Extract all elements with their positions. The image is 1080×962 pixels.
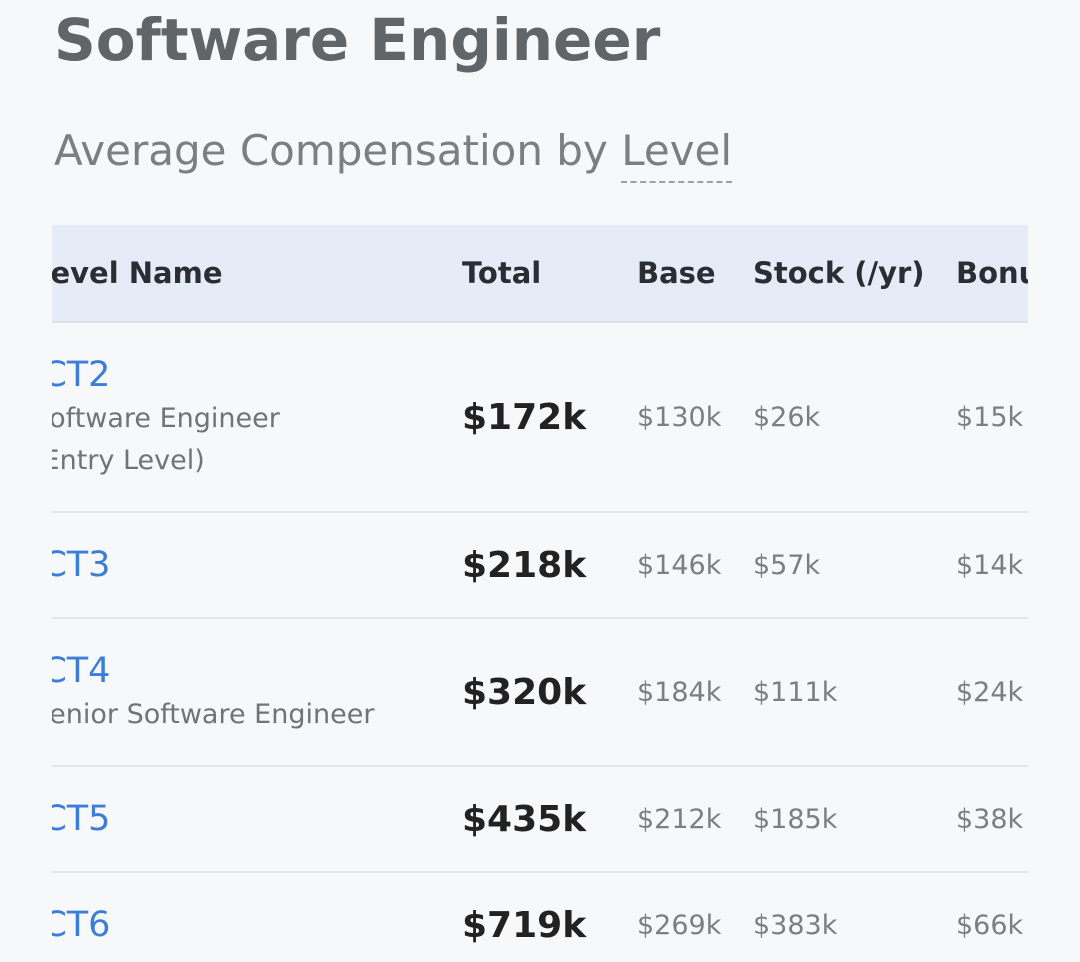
column-header[interactable]: Stock (/yr) [753,256,925,290]
base-value: $212k [637,803,722,835]
subtitle-text: Average Compensation by [54,126,608,175]
base-cell: $212k [637,767,721,871]
level-cell: ICT4 Senior Software Engineer [52,619,374,765]
table-row: ICT3 $218k $146k $57k $14k [52,513,1028,619]
base-cell: $146k [637,513,721,617]
level-cell: ICT6 [52,873,110,962]
level-description: Senior Software Engineer [52,699,375,730]
level-link[interactable]: ICT3 [52,545,111,585]
total-value: $320k [462,671,587,713]
bonus-cell: $15k [956,323,1023,511]
bonus-cell: $38k [956,767,1023,871]
total-cell: $218k [462,513,586,617]
level-info-link[interactable]: Level [621,126,733,183]
stock-value: $57k [753,549,821,581]
level-description: (Entry Level) [52,445,205,476]
stock-cell: $383k [753,873,837,962]
total-cell: $320k [462,619,586,765]
bonus-cell: $14k [956,513,1023,617]
base-value: $130k [637,401,722,433]
compensation-table: Level Name Total Base Stock (/yr) Bonus ICT2… [52,225,1028,962]
level-link[interactable]: ICT2 [52,355,111,395]
level-cell: ICT5 [52,767,110,871]
total-cell: $719k [462,873,586,962]
stock-cell: $57k [753,513,820,617]
level-link[interactable]: ICT6 [52,905,111,945]
table-row: ICT6 $719k $269k $383k $66k [52,873,1028,962]
base-cell: $269k [637,873,721,962]
bonus-cell: $66k [956,873,1023,962]
level-link[interactable]: ICT4 [52,651,111,691]
total-cell: $172k [462,323,586,511]
total-value: $435k [462,798,587,840]
bonus-value: $38k [956,803,1024,835]
column-header[interactable]: Bonus [956,256,1028,290]
level-cell: ICT3 [52,513,110,617]
table-row: ICT4 Senior Software Engineer $320k $184k $1… [52,619,1028,767]
base-value: $269k [637,909,722,941]
stock-value: $383k [753,909,838,941]
total-value: $719k [462,904,587,946]
stock-cell: $185k [753,767,837,871]
level-link[interactable]: ICT5 [52,799,111,839]
base-cell: $130k [637,323,721,511]
column-header[interactable]: Level Name [52,256,223,290]
column-header[interactable]: Base [637,256,716,290]
stock-value: $111k [753,676,838,708]
base-cell: $184k [637,619,721,765]
stock-value: $185k [753,803,838,835]
level-cell: ICT2 Software Engineer (Entry Level) [52,323,280,511]
bonus-cell: $24k [956,619,1023,765]
bonus-value: $14k [956,549,1024,581]
bonus-value: $24k [956,676,1024,708]
level-description: Software Engineer [52,403,280,434]
bonus-value: $15k [956,401,1024,433]
stock-cell: $26k [753,323,820,511]
total-value: $172k [462,396,587,438]
table-header: Level Name Total Base Stock (/yr) Bonus [52,225,1028,323]
stock-value: $26k [753,401,821,433]
base-value: $184k [637,676,722,708]
stock-cell: $111k [753,619,837,765]
total-value: $218k [462,544,587,586]
subtitle: Average Compensation by Level [54,122,733,183]
table-row: ICT5 $435k $212k $185k $38k [52,767,1028,873]
page-title: Software Engineer [54,6,661,74]
bonus-value: $66k [956,909,1024,941]
base-value: $146k [637,549,722,581]
column-header[interactable]: Total [462,256,542,290]
table-row: ICT2 Software Engineer (Entry Level) $172k $… [52,323,1028,513]
total-cell: $435k [462,767,586,871]
